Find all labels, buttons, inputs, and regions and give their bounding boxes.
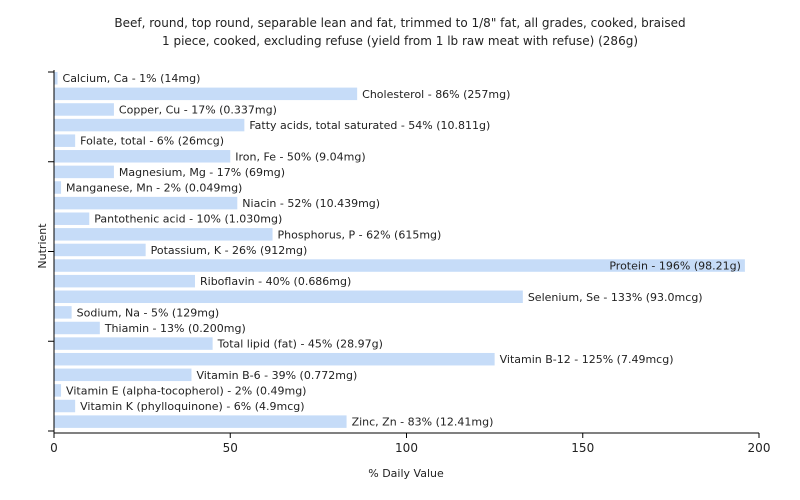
- bar: [54, 415, 347, 428]
- bar-label: Cholesterol - 86% (257mg): [362, 88, 510, 101]
- bar: [54, 228, 273, 241]
- bar-label: Vitamin B-12 - 125% (7.49mcg): [500, 353, 674, 366]
- bar-label: Total lipid (fat) - 45% (28.97g): [217, 338, 383, 351]
- bar: [54, 212, 90, 225]
- bar-label: Phosphorus, P - 62% (615mg): [278, 228, 442, 241]
- bar: [54, 118, 245, 132]
- bar: [54, 399, 76, 413]
- y-axis-title: Nutrient: [36, 223, 49, 269]
- bar: [54, 290, 523, 304]
- x-tick-label: 150: [571, 441, 594, 455]
- bar-label: Iron, Fe - 50% (9.04mg): [235, 150, 365, 163]
- bar-label: Riboflavin - 40% (0.686mg): [200, 275, 351, 288]
- x-axis-title: % Daily Value: [368, 467, 444, 480]
- bar-label: Zinc, Zn - 83% (12.41mg): [352, 416, 494, 429]
- bars-group: Calcium, Ca - 1% (14mg) Cholesterol - 86%…: [54, 72, 745, 429]
- bar-label: Manganese, Mn - 2% (0.049mg): [66, 182, 242, 195]
- bar-label: Niacin - 52% (10.439mg): [242, 197, 380, 210]
- bar: [54, 150, 231, 163]
- bar-label: Fatty acids, total saturated - 54% (10.8…: [249, 119, 490, 132]
- bar-label: Pantothenic acid - 10% (1.030mg): [94, 213, 282, 226]
- bar: [54, 274, 195, 288]
- bar: [54, 321, 100, 335]
- bar-label: Folate, total - 6% (26mcg): [80, 135, 224, 148]
- bar: [54, 196, 238, 210]
- bar-label: Calcium, Ca - 1% (14mg): [63, 72, 201, 85]
- bar: [54, 181, 62, 194]
- x-tick-label: 0: [50, 441, 58, 455]
- bar-label: Protein - 196% (98.21g): [609, 260, 741, 273]
- bar: [54, 243, 146, 257]
- bar: [54, 259, 745, 272]
- bar-label: Vitamin E (alpha-tocopherol) - 2% (0.49m…: [66, 384, 306, 397]
- bar: [54, 306, 72, 319]
- axes-group: 0 50 100 150 200: [48, 70, 770, 455]
- bar-label: Vitamin K (phylloquinone) - 6% (4.9mcg): [80, 400, 304, 413]
- bar-label: Magnesium, Mg - 17% (69mg): [119, 166, 285, 179]
- bar: [54, 352, 495, 366]
- bar: [54, 384, 62, 397]
- chart-title-line-2: 1 piece, cooked, excluding refuse (yield…: [162, 34, 638, 48]
- bar-label: Selenium, Se - 133% (93.0mcg): [528, 291, 703, 304]
- bar-label: Sodium, Na - 5% (129mg): [77, 306, 220, 319]
- bar: [54, 87, 358, 101]
- bar: [54, 72, 58, 85]
- x-tick-label: 200: [748, 441, 771, 455]
- bar-label: Potassium, K - 26% (912mg): [151, 244, 308, 257]
- bar: [54, 337, 213, 350]
- bar: [54, 165, 114, 179]
- x-tick-label: 50: [223, 441, 238, 455]
- bar-label: Copper, Cu - 17% (0.337mg): [119, 103, 277, 116]
- x-tick-label: 100: [395, 441, 418, 455]
- bar-label: Vitamin B-6 - 39% (0.772mg): [196, 369, 357, 382]
- bar: [54, 103, 114, 116]
- bar: [54, 368, 192, 382]
- bar-label: Thiamin - 13% (0.200mg): [104, 322, 246, 335]
- bar: [54, 134, 76, 147]
- chart-title-line-1: Beef, round, top round, separable lean a…: [114, 16, 685, 30]
